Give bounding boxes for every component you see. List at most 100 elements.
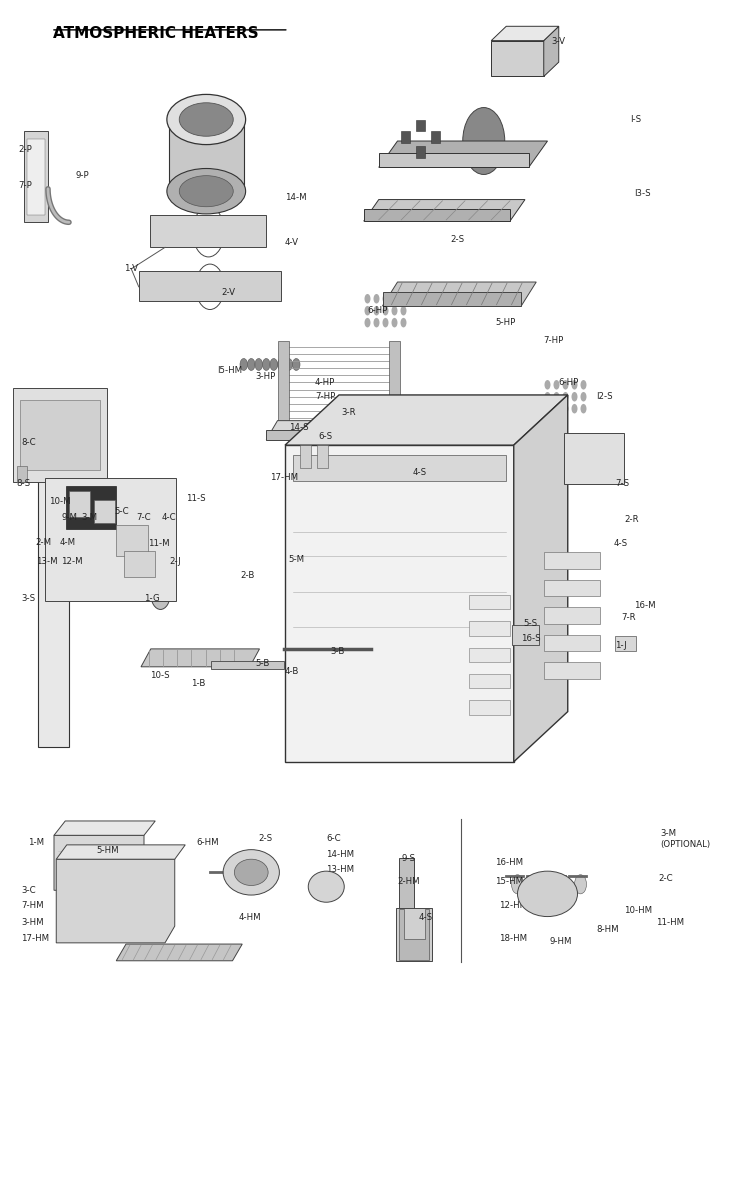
Polygon shape bbox=[512, 625, 538, 645]
Polygon shape bbox=[141, 649, 260, 667]
Polygon shape bbox=[416, 120, 425, 131]
Polygon shape bbox=[54, 821, 155, 835]
Polygon shape bbox=[388, 341, 400, 433]
Text: 5-C: 5-C bbox=[114, 507, 129, 516]
Polygon shape bbox=[399, 909, 429, 960]
Text: 1-G: 1-G bbox=[144, 594, 160, 603]
Polygon shape bbox=[169, 120, 244, 191]
Text: 10-HM: 10-HM bbox=[624, 906, 652, 915]
Circle shape bbox=[572, 392, 578, 402]
Circle shape bbox=[400, 294, 406, 304]
Ellipse shape bbox=[179, 176, 233, 207]
Text: 10-S: 10-S bbox=[150, 670, 170, 680]
Text: 3-B: 3-B bbox=[330, 646, 344, 656]
Circle shape bbox=[400, 318, 406, 327]
Polygon shape bbox=[66, 486, 116, 529]
Circle shape bbox=[382, 318, 388, 327]
Polygon shape bbox=[431, 131, 440, 143]
Circle shape bbox=[382, 306, 388, 315]
Text: 1-M: 1-M bbox=[28, 838, 45, 847]
Text: 3-C: 3-C bbox=[21, 885, 36, 895]
Circle shape bbox=[554, 380, 560, 390]
Circle shape bbox=[248, 358, 255, 370]
Circle shape bbox=[374, 318, 380, 327]
Text: 1-B: 1-B bbox=[191, 679, 206, 688]
Text: 11-M: 11-M bbox=[148, 539, 170, 549]
Polygon shape bbox=[379, 153, 529, 167]
Polygon shape bbox=[116, 525, 148, 556]
Text: 13-HM: 13-HM bbox=[326, 865, 354, 875]
Text: 4-S: 4-S bbox=[413, 467, 427, 477]
Ellipse shape bbox=[234, 859, 268, 885]
Polygon shape bbox=[56, 845, 185, 859]
Polygon shape bbox=[69, 491, 90, 517]
Circle shape bbox=[562, 392, 568, 402]
Text: 8-HM: 8-HM bbox=[596, 925, 619, 934]
Polygon shape bbox=[316, 445, 328, 468]
Circle shape bbox=[262, 358, 270, 370]
Polygon shape bbox=[17, 466, 27, 482]
Text: 7-S: 7-S bbox=[615, 479, 629, 489]
Circle shape bbox=[532, 875, 544, 894]
Text: 16-HM: 16-HM bbox=[495, 858, 524, 868]
Text: ATMOSPHERIC HEATERS: ATMOSPHERIC HEATERS bbox=[53, 26, 258, 42]
Text: 2-S: 2-S bbox=[450, 234, 464, 244]
Circle shape bbox=[374, 306, 380, 315]
Circle shape bbox=[392, 294, 398, 304]
Text: 6-HP: 6-HP bbox=[559, 378, 579, 387]
Polygon shape bbox=[139, 271, 281, 301]
Polygon shape bbox=[211, 661, 284, 669]
Polygon shape bbox=[382, 282, 536, 306]
Circle shape bbox=[52, 535, 62, 552]
Ellipse shape bbox=[224, 850, 279, 895]
Text: 11-HM: 11-HM bbox=[656, 918, 684, 927]
Circle shape bbox=[285, 358, 292, 370]
Polygon shape bbox=[379, 141, 548, 167]
Text: 3-S: 3-S bbox=[21, 594, 35, 603]
Circle shape bbox=[364, 318, 370, 327]
Polygon shape bbox=[399, 858, 414, 911]
Polygon shape bbox=[514, 394, 568, 762]
Text: 1-J: 1-J bbox=[615, 641, 627, 650]
Text: 2-M: 2-M bbox=[35, 538, 51, 547]
Polygon shape bbox=[469, 621, 510, 636]
Ellipse shape bbox=[179, 103, 233, 136]
Polygon shape bbox=[300, 445, 311, 468]
Text: 2-P: 2-P bbox=[19, 145, 32, 154]
Text: 12-M: 12-M bbox=[62, 557, 83, 566]
Circle shape bbox=[78, 431, 92, 453]
Text: I3-S: I3-S bbox=[634, 189, 650, 198]
Polygon shape bbox=[13, 388, 107, 482]
Polygon shape bbox=[94, 500, 115, 523]
Text: 1-V: 1-V bbox=[124, 264, 138, 274]
Circle shape bbox=[151, 578, 170, 609]
Polygon shape bbox=[544, 662, 600, 679]
Text: 14-S: 14-S bbox=[289, 423, 308, 433]
Polygon shape bbox=[544, 26, 559, 76]
Circle shape bbox=[554, 875, 566, 894]
Text: 2-J: 2-J bbox=[170, 557, 182, 566]
Circle shape bbox=[544, 404, 550, 413]
Text: 3-V: 3-V bbox=[551, 37, 566, 47]
Circle shape bbox=[400, 306, 406, 315]
Text: 7-HP: 7-HP bbox=[315, 392, 335, 402]
Text: 4-S: 4-S bbox=[419, 913, 433, 923]
Circle shape bbox=[278, 358, 285, 370]
Circle shape bbox=[270, 358, 278, 370]
Text: 8-S: 8-S bbox=[16, 479, 31, 489]
Ellipse shape bbox=[518, 871, 578, 917]
Text: 14-HM: 14-HM bbox=[326, 850, 354, 859]
Text: 2-B: 2-B bbox=[240, 571, 254, 581]
Text: 3-R: 3-R bbox=[341, 407, 356, 417]
Text: 18-HM: 18-HM bbox=[499, 933, 526, 943]
Text: 16-M: 16-M bbox=[634, 601, 656, 611]
Polygon shape bbox=[469, 595, 510, 609]
Circle shape bbox=[580, 392, 586, 402]
Polygon shape bbox=[54, 835, 144, 890]
Polygon shape bbox=[382, 292, 521, 306]
Text: 17-HM: 17-HM bbox=[270, 473, 298, 483]
Polygon shape bbox=[38, 392, 81, 404]
Circle shape bbox=[580, 380, 586, 390]
Circle shape bbox=[43, 535, 53, 552]
Text: 9-M: 9-M bbox=[62, 513, 77, 522]
